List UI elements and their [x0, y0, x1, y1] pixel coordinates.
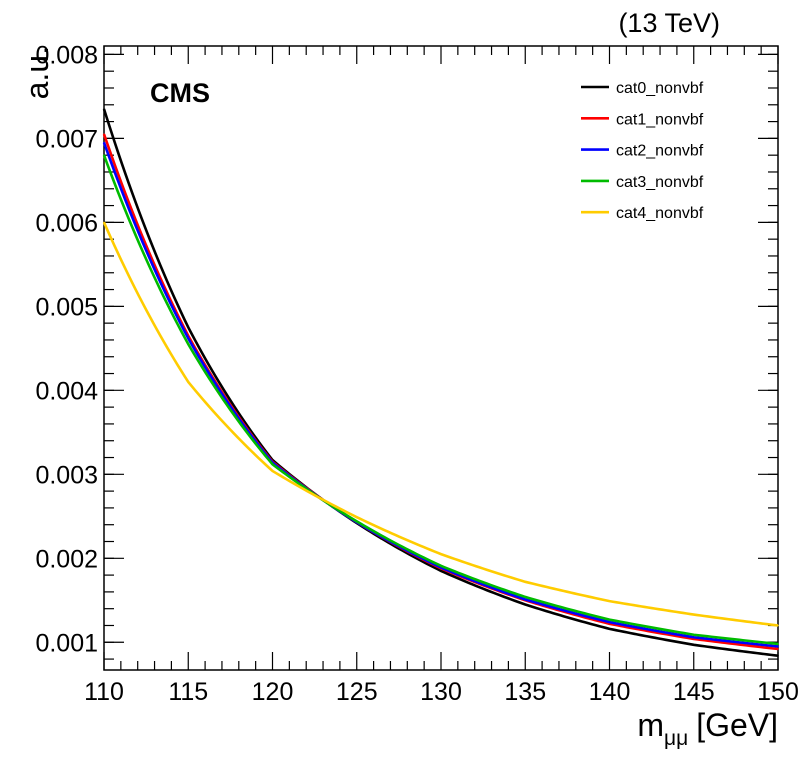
x-axis-title-subscript: μμ — [664, 727, 688, 750]
data-point-cat3_nonvbf — [692, 633, 695, 636]
data-point-cat3_nonvbf — [440, 565, 442, 567]
data-point-cat0_nonvbf — [440, 570, 442, 572]
data-point-cat3_nonvbf — [355, 520, 358, 523]
data-point-cat0_nonvbf — [187, 326, 190, 329]
data-point-cat0_nonvbf — [777, 654, 779, 657]
data-point-cat4_nonvbf — [524, 581, 527, 583]
y-tick-label: 0.002 — [35, 545, 98, 573]
series-line-cat0_nonvbf — [102, 108, 779, 658]
x-tick-label: 120 — [252, 678, 294, 706]
data-point-cat2_nonvbf — [103, 141, 105, 144]
x-tick-label: 135 — [504, 678, 546, 706]
data-point-cat2_nonvbf — [187, 337, 190, 340]
legend-label-cat2_nonvbf: cat2_nonvbf — [616, 143, 704, 160]
x-tick-label: 110 — [84, 678, 124, 706]
x-tick-label: 140 — [589, 678, 631, 706]
data-point-cat4_nonvbf — [355, 516, 358, 518]
x-tick-label: 145 — [673, 678, 715, 706]
y-tick-label: 0.004 — [35, 377, 98, 405]
data-point-cat4_nonvbf — [777, 624, 779, 627]
y-tick-label: 0.001 — [35, 629, 98, 657]
x-axis-title-unit: [GeV] — [696, 707, 778, 743]
data-point-cat1_nonvbf — [103, 133, 105, 135]
legend-label-cat0_nonvbf: cat0_nonvbf — [616, 80, 704, 97]
legend-label-cat1_nonvbf: cat1_nonvbf — [616, 111, 704, 128]
data-point-cat1_nonvbf — [777, 648, 779, 650]
legend-label-cat3_nonvbf: cat3_nonvbf — [616, 174, 704, 191]
data-point-cat4_nonvbf — [271, 470, 274, 472]
data-point-cat4_nonvbf — [187, 381, 190, 383]
data-point-cat2_nonvbf — [692, 636, 695, 639]
series-lines — [102, 108, 779, 658]
x-axis-title-main: m — [637, 707, 664, 743]
y-tick-label: 0.008 — [35, 41, 98, 69]
x-tick-label: 125 — [336, 678, 378, 706]
y-tick-label: 0.003 — [35, 461, 98, 489]
data-point-cat3_nonvbf — [777, 643, 779, 645]
data-point-cat2_nonvbf — [777, 645, 779, 648]
data-point-cat0_nonvbf — [524, 603, 527, 606]
x-axis-title: mμμ [GeV] — [637, 707, 778, 750]
cms-label: CMS — [150, 78, 210, 108]
data-point-cat3_nonvbf — [271, 463, 274, 466]
data-point-cat0_nonvbf — [103, 108, 105, 110]
x-tick-label: 115 — [168, 678, 208, 706]
data-point-cat3_nonvbf — [608, 618, 611, 621]
y-axis-title: a.u. — [19, 46, 55, 99]
y-tick-label: 0.006 — [35, 209, 98, 237]
data-point-cat3_nonvbf — [103, 154, 105, 156]
data-point-cat4_nonvbf — [608, 600, 611, 602]
data-point-cat0_nonvbf — [608, 628, 611, 630]
axis-ticks — [103, 46, 779, 670]
x-tick-label: 130 — [420, 678, 462, 706]
data-point-cat4_nonvbf — [103, 221, 105, 224]
legend: cat0_nonvbf cat1_nonvbf cat2_nonvbf cat3_no… — [581, 80, 704, 222]
data-point-cat2_nonvbf — [524, 598, 527, 601]
x-tick-label: 150 — [757, 678, 799, 706]
data-point-cat2_nonvbf — [608, 621, 611, 623]
y-tick-label: 0.007 — [35, 125, 98, 153]
data-point-cat0_nonvbf — [692, 644, 695, 646]
legend-label-cat4_nonvbf: cat4_nonvbf — [616, 205, 704, 222]
y-tick-label: 0.005 — [35, 293, 98, 321]
data-point-cat3_nonvbf — [524, 596, 527, 598]
energy-label: (13 TeV) — [618, 8, 720, 38]
data-point-cat4_nonvbf — [440, 553, 442, 555]
tick-labels: 110 115 120 125 130 135 140 145 150 0.001 0.002 0.0… — [35, 41, 798, 706]
data-point-cat4_nonvbf — [692, 613, 695, 616]
data-point-cat3_nonvbf — [187, 343, 190, 345]
